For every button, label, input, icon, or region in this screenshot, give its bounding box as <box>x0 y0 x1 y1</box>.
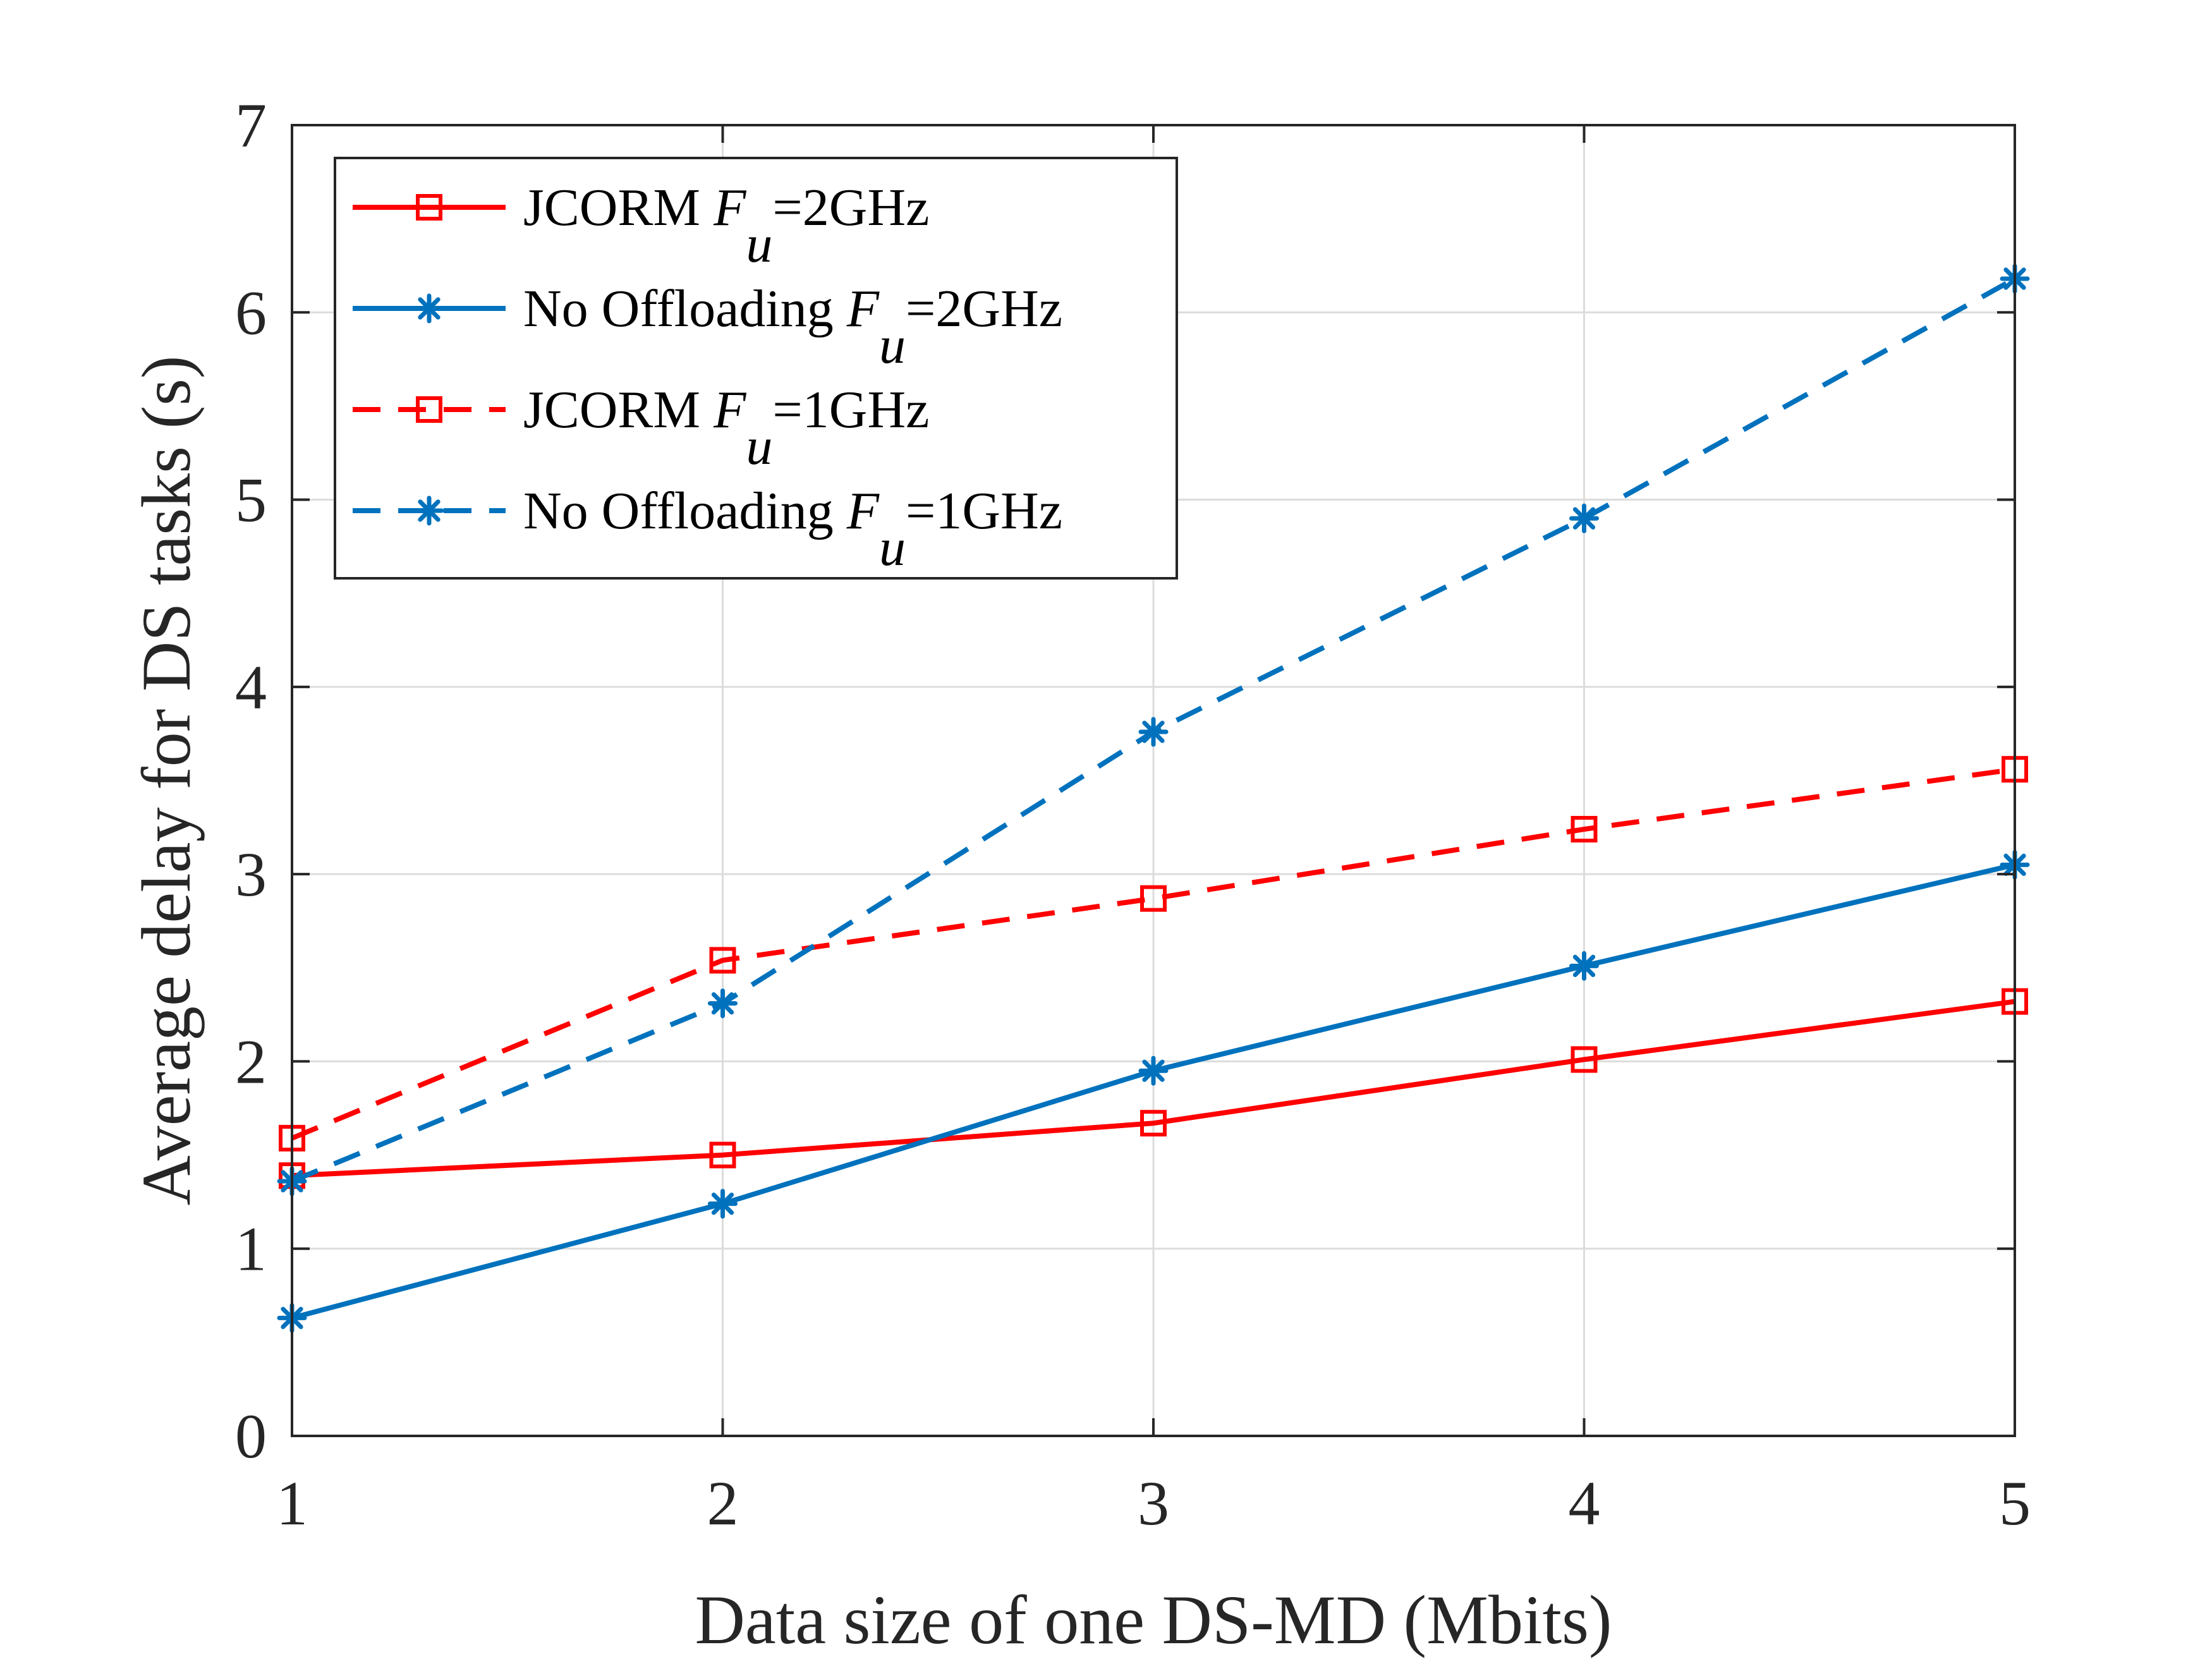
data-point-marker <box>1569 951 1599 981</box>
y-tick-label: 5 <box>235 465 267 535</box>
x-tick-label: 4 <box>1569 1468 1600 1538</box>
marker-stroke <box>1142 720 1165 743</box>
data-point-marker <box>1571 1046 1598 1073</box>
data-point-marker <box>709 1141 736 1169</box>
legend-entry: JCORM Fu=1GHz <box>353 380 929 476</box>
legend-suffix: =1GHz <box>906 482 1062 540</box>
x-tick-label: 5 <box>1999 1468 2031 1538</box>
legend-marker <box>416 194 442 221</box>
y-tick-label: 2 <box>235 1026 267 1097</box>
y-tick-label: 4 <box>235 652 267 722</box>
data-point-marker <box>1138 1055 1169 1086</box>
marker-stroke <box>711 1192 734 1215</box>
data-point-marker <box>1140 1110 1167 1137</box>
legend-suffix: =2GHz <box>772 178 929 237</box>
legend-variable: F <box>713 380 747 439</box>
legend-marker <box>414 495 444 526</box>
marker-stroke <box>1572 507 1596 530</box>
legend-label: No Offloading Fu=1GHz <box>523 482 1062 577</box>
y-tick-label: 3 <box>235 839 267 909</box>
x-tick-label: 1 <box>276 1468 308 1538</box>
legend-box <box>334 157 1178 580</box>
legend-variable: F <box>846 279 880 338</box>
legend-subscript: u <box>746 215 772 274</box>
legend-entry: JCORM Fu=2GHz <box>353 178 929 274</box>
data-point-marker <box>709 947 736 974</box>
legend-label: No Offloading Fu=2GHz <box>523 279 1062 375</box>
marker-stroke <box>418 499 441 522</box>
legend-entry: No Offloading Fu=1GHz <box>353 482 1062 577</box>
y-tick-label: 1 <box>235 1214 267 1284</box>
legend-series-name: No Offloading <box>523 482 847 540</box>
legend-variable: F <box>713 178 747 237</box>
legend-series-name: JCORM <box>523 380 714 439</box>
data-point-marker <box>1571 816 1598 843</box>
legend-variable: F <box>846 482 880 540</box>
data-point-marker <box>1140 885 1167 912</box>
legend-series-name: JCORM <box>523 178 714 237</box>
marker-stroke <box>711 992 734 1015</box>
marker-stroke <box>1142 1059 1165 1082</box>
y-tick-label: 0 <box>235 1401 267 1471</box>
x-tick-label: 2 <box>707 1468 739 1538</box>
x-axis-label: Data size of one DS-MD (Mbits) <box>695 1581 1612 1658</box>
marker-stroke <box>1572 954 1596 977</box>
data-point-marker <box>708 1189 738 1219</box>
legend-entry: No Offloading Fu=2GHz <box>353 279 1062 375</box>
legend-label: JCORM Fu=1GHz <box>523 380 929 476</box>
legend-label: JCORM Fu=2GHz <box>523 178 929 274</box>
series-line <box>291 767 2015 1141</box>
legend-subscript: u <box>746 417 772 476</box>
series-lines <box>277 264 2030 1333</box>
legend-subscript: u <box>879 518 906 577</box>
legend-marker <box>414 293 444 324</box>
legend-suffix: =2GHz <box>906 279 1062 338</box>
data-point-marker <box>1569 503 1599 533</box>
legend-series-name: No Offloading <box>523 279 847 338</box>
series-4 <box>277 264 2030 1196</box>
y-tick-label: 6 <box>235 277 267 348</box>
series-2 <box>277 849 2030 1333</box>
data-point-marker <box>708 988 738 1019</box>
legend-subscript: u <box>879 316 906 375</box>
y-axis-label: Average delay for DS tasks (s) <box>128 355 205 1205</box>
series-line <box>291 999 2015 1179</box>
y-tick-label: 7 <box>235 90 267 161</box>
data-point-marker <box>1138 717 1169 747</box>
x-tick-label: 3 <box>1138 1468 1169 1538</box>
marker-stroke <box>418 297 441 320</box>
legend-marker <box>416 396 442 423</box>
legend-suffix: =1GHz <box>772 380 929 439</box>
